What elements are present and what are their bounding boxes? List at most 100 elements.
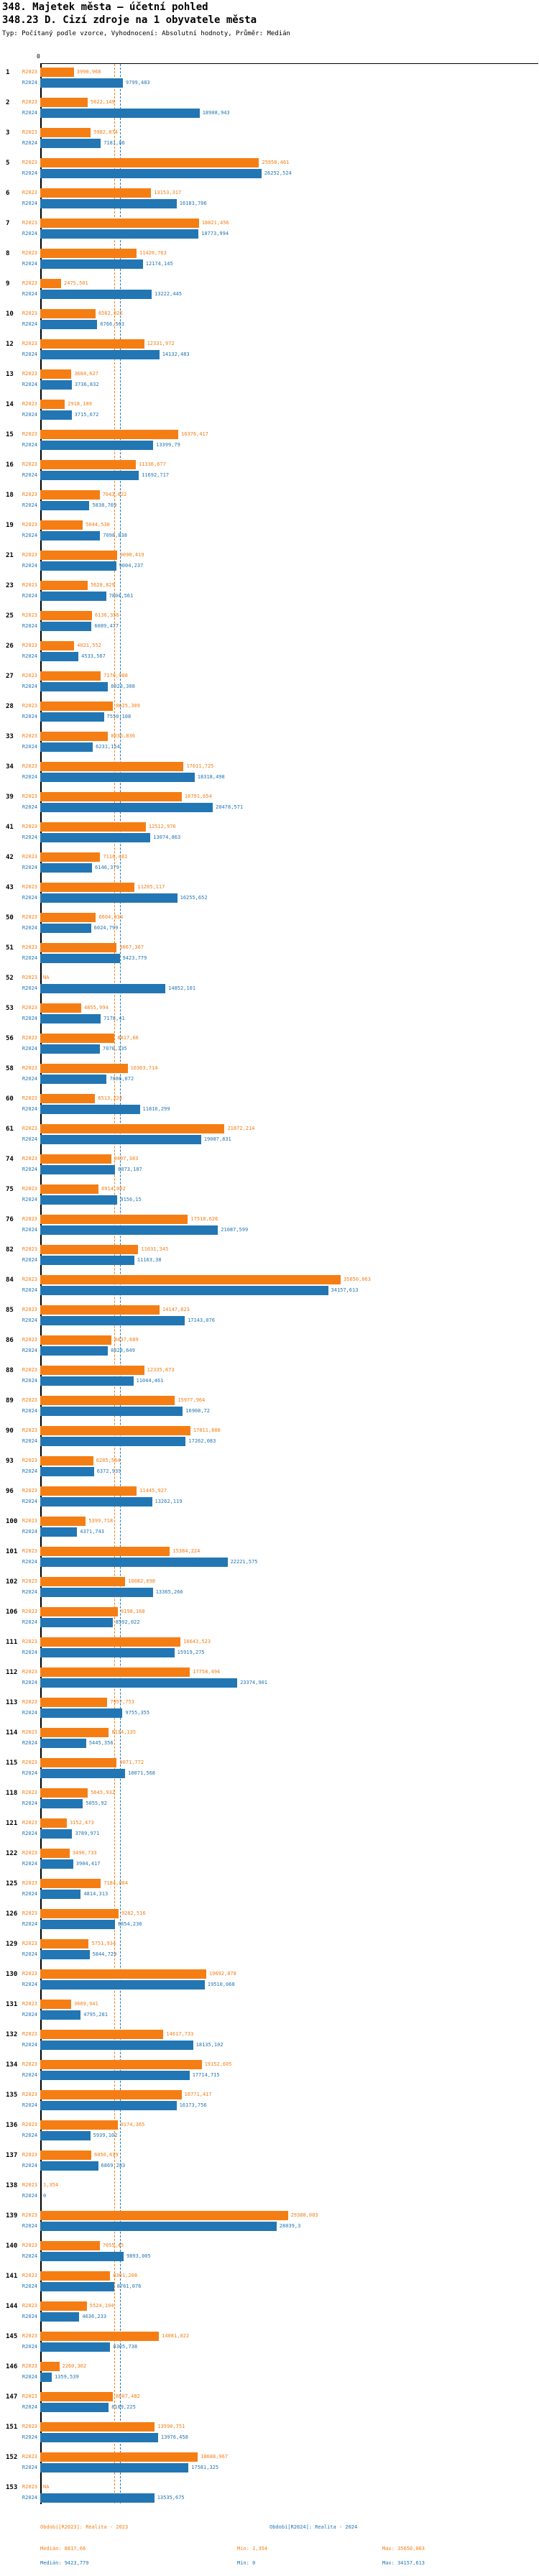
bar-r2024 bbox=[40, 1497, 152, 1506]
series-label-r2024: R2024 bbox=[22, 925, 37, 931]
series-label-r2024: R2024 bbox=[22, 1982, 37, 1987]
bar-r2023 bbox=[40, 400, 65, 409]
bar-r2024 bbox=[40, 410, 72, 420]
series-label-r2023: R2023 bbox=[22, 129, 37, 135]
bar-line-r2024: R2024 21087,599 bbox=[0, 1225, 539, 1235]
bar-line-r2023: R2023 6562,025 bbox=[0, 309, 539, 318]
series-label-r2024: R2024 bbox=[22, 1317, 37, 1323]
bar-value-r2023: 21872,214 bbox=[227, 1126, 255, 1131]
series-label-r2024: R2024 bbox=[22, 1167, 37, 1172]
bar-line-r2023: R2023 6136,356 bbox=[0, 611, 539, 620]
bar-r2023 bbox=[40, 1275, 341, 1284]
bar-value-r2024: 18773,994 bbox=[201, 231, 229, 236]
chart-row-group: 125 R2023 7184,804 R2024 4814,313 bbox=[0, 1879, 539, 1909]
bar-line-r2024: R2024 7178,41 bbox=[0, 1014, 539, 1024]
bar-value-r2023: 1,354 bbox=[43, 2182, 59, 2188]
bar-line-r2024: R2024 11692,717 bbox=[0, 471, 539, 480]
bar-line-r2024: R2024 6869,283 bbox=[0, 2161, 539, 2171]
bar-r2024 bbox=[40, 863, 93, 873]
chart-row-group: 141 R2023 8301,208 R2024 8761,076 bbox=[0, 2271, 539, 2301]
series-label-r2023: R2023 bbox=[22, 69, 37, 75]
bar-line-r2024: R2024 10071,568 bbox=[0, 1769, 539, 1778]
bar-r2024 bbox=[40, 1346, 109, 1356]
series-label-r2023: R2023 bbox=[22, 1156, 37, 1162]
bar-r2024 bbox=[40, 1588, 153, 1597]
bar-line-r2024: R2024 7181,06 bbox=[0, 139, 539, 148]
chart-row-group: 134 R2023 19152,605 R2024 17714,715 bbox=[0, 2060, 539, 2090]
series-label-r2024: R2024 bbox=[22, 2253, 37, 2259]
bar-value-r2023: 8625,309 bbox=[116, 703, 140, 709]
series-label-r2023: R2023 bbox=[22, 914, 37, 920]
bar-value-r2023: 11205,117 bbox=[137, 884, 165, 890]
row-index: 74 bbox=[6, 1156, 14, 1163]
bar-line-r2023: R2023 19152,605 bbox=[0, 2060, 539, 2069]
bar-value-r2024: 7070,335 bbox=[102, 1046, 127, 1052]
series-label-r2023: R2023 bbox=[22, 975, 37, 980]
bar-line-r2024: R2024 6766,563 bbox=[0, 320, 539, 329]
bar-value-r2024: 19510,068 bbox=[207, 1982, 235, 1987]
bar-value-r2024: 8023,308 bbox=[111, 684, 135, 689]
series-label-r2024: R2024 bbox=[22, 955, 37, 961]
chart-row-group: 75 R2023 6914,002 R2024 9156,15 bbox=[0, 1184, 539, 1215]
bar-line-r2023: R2023 12512,976 bbox=[0, 822, 539, 832]
bar-value-r2023: 2475,501 bbox=[64, 280, 88, 286]
bar-line-r2024: R2024 5838,769 bbox=[0, 501, 539, 510]
chart-row-group: 136 R2023 9174,365 R2024 5939,102 bbox=[0, 2120, 539, 2150]
bar-value-r2023: 25958,461 bbox=[262, 160, 290, 165]
bar-r2024 bbox=[40, 350, 160, 359]
bar-r2024 bbox=[40, 169, 262, 178]
bar-r2023 bbox=[40, 1607, 118, 1616]
bar-line-r2023: R2023 15384,224 bbox=[0, 1547, 539, 1556]
bar-r2023 bbox=[40, 641, 75, 650]
bar-value-r2023: 9098,419 bbox=[119, 552, 144, 558]
bar-r2023 bbox=[40, 1154, 111, 1164]
row-index: 147 bbox=[6, 2393, 18, 2401]
bar-r2024 bbox=[40, 380, 72, 390]
chart-row-group: 114 R2023 8134,135 R2024 5445,356 bbox=[0, 1728, 539, 1758]
chart-row-group: 9 R2023 2475,501 R2024 13222,445 bbox=[0, 279, 539, 309]
series-label-r2023: R2023 bbox=[22, 824, 37, 829]
row-index: 152 bbox=[6, 2454, 18, 2461]
row-index: 76 bbox=[6, 1216, 14, 1223]
bar-r2023 bbox=[40, 520, 83, 530]
series-label-r2023: R2023 bbox=[22, 1095, 37, 1101]
bar-line-r2024: R2024 3789,971 bbox=[0, 1829, 539, 1839]
row-index: 18 bbox=[6, 492, 14, 499]
bar-value-r2024: 8854,236 bbox=[117, 1921, 142, 1927]
bar-chart: 1 R2023 3990,968 R2024 9799,483 2 R2023 5622,14… bbox=[0, 63, 539, 2507]
bar-r2024 bbox=[40, 139, 101, 148]
bar-line-r2023: R2023 17758,494 bbox=[0, 1668, 539, 1677]
bar-value-r2024: 6146,379 bbox=[95, 865, 119, 870]
bar-value-r2024: 5055,92 bbox=[86, 1800, 107, 1806]
bar-line-r2023: R2023 7957,753 bbox=[0, 1698, 539, 1707]
chart-row-group: 61 R2023 21872,214 R2024 19087,831 bbox=[0, 1124, 539, 1154]
bar-r2024 bbox=[40, 2493, 155, 2503]
chart-row-group: 25 R2023 6136,356 R2024 6089,477 bbox=[0, 611, 539, 641]
bar-value-r2023: 13590,751 bbox=[157, 2424, 185, 2429]
bar-line-r2023: R2023 7184,804 bbox=[0, 1879, 539, 1888]
bar-value-r2023: 8036,836 bbox=[111, 733, 135, 739]
bar-r2023 bbox=[40, 188, 152, 198]
series-label-r2024: R2024 bbox=[22, 2374, 37, 2380]
row-index: 9 bbox=[6, 280, 10, 288]
row-index: 121 bbox=[6, 1820, 18, 1827]
bar-line-r2024: R2024 22221,575 bbox=[0, 1558, 539, 1567]
bar-r2024 bbox=[40, 893, 178, 903]
bar-value-r2024: 4814,313 bbox=[83, 1891, 109, 1897]
bar-value-r2023: 12512,976 bbox=[148, 824, 176, 829]
bar-r2024 bbox=[40, 1618, 113, 1627]
chart-row-group: 23 R2023 5628,829 R2024 7804,561 bbox=[0, 581, 539, 611]
chart-row-group: 122 R2023 3490,733 R2024 3904,417 bbox=[0, 1849, 539, 1879]
bar-value-r2024: 17581,325 bbox=[191, 2465, 219, 2470]
series-label-r2024: R2024 bbox=[22, 533, 37, 538]
chart-row-group: 85 R2023 14147,823 R2024 17143,076 bbox=[0, 1305, 539, 1335]
bar-value-r2024: 18135,102 bbox=[195, 2042, 224, 2048]
series-label-r2024: R2024 bbox=[22, 140, 37, 146]
bar-line-r2023: R2023 14147,823 bbox=[0, 1305, 539, 1315]
row-index: 16 bbox=[6, 461, 14, 469]
row-index: 113 bbox=[6, 1699, 18, 1706]
bar-line-r2023: R2023 13590,751 bbox=[0, 2422, 539, 2432]
bar-value-r2023: 17011,725 bbox=[186, 763, 214, 769]
bar-line-r2024: R2024 4636,233 bbox=[0, 2312, 539, 2322]
bar-r2024 bbox=[40, 773, 195, 782]
